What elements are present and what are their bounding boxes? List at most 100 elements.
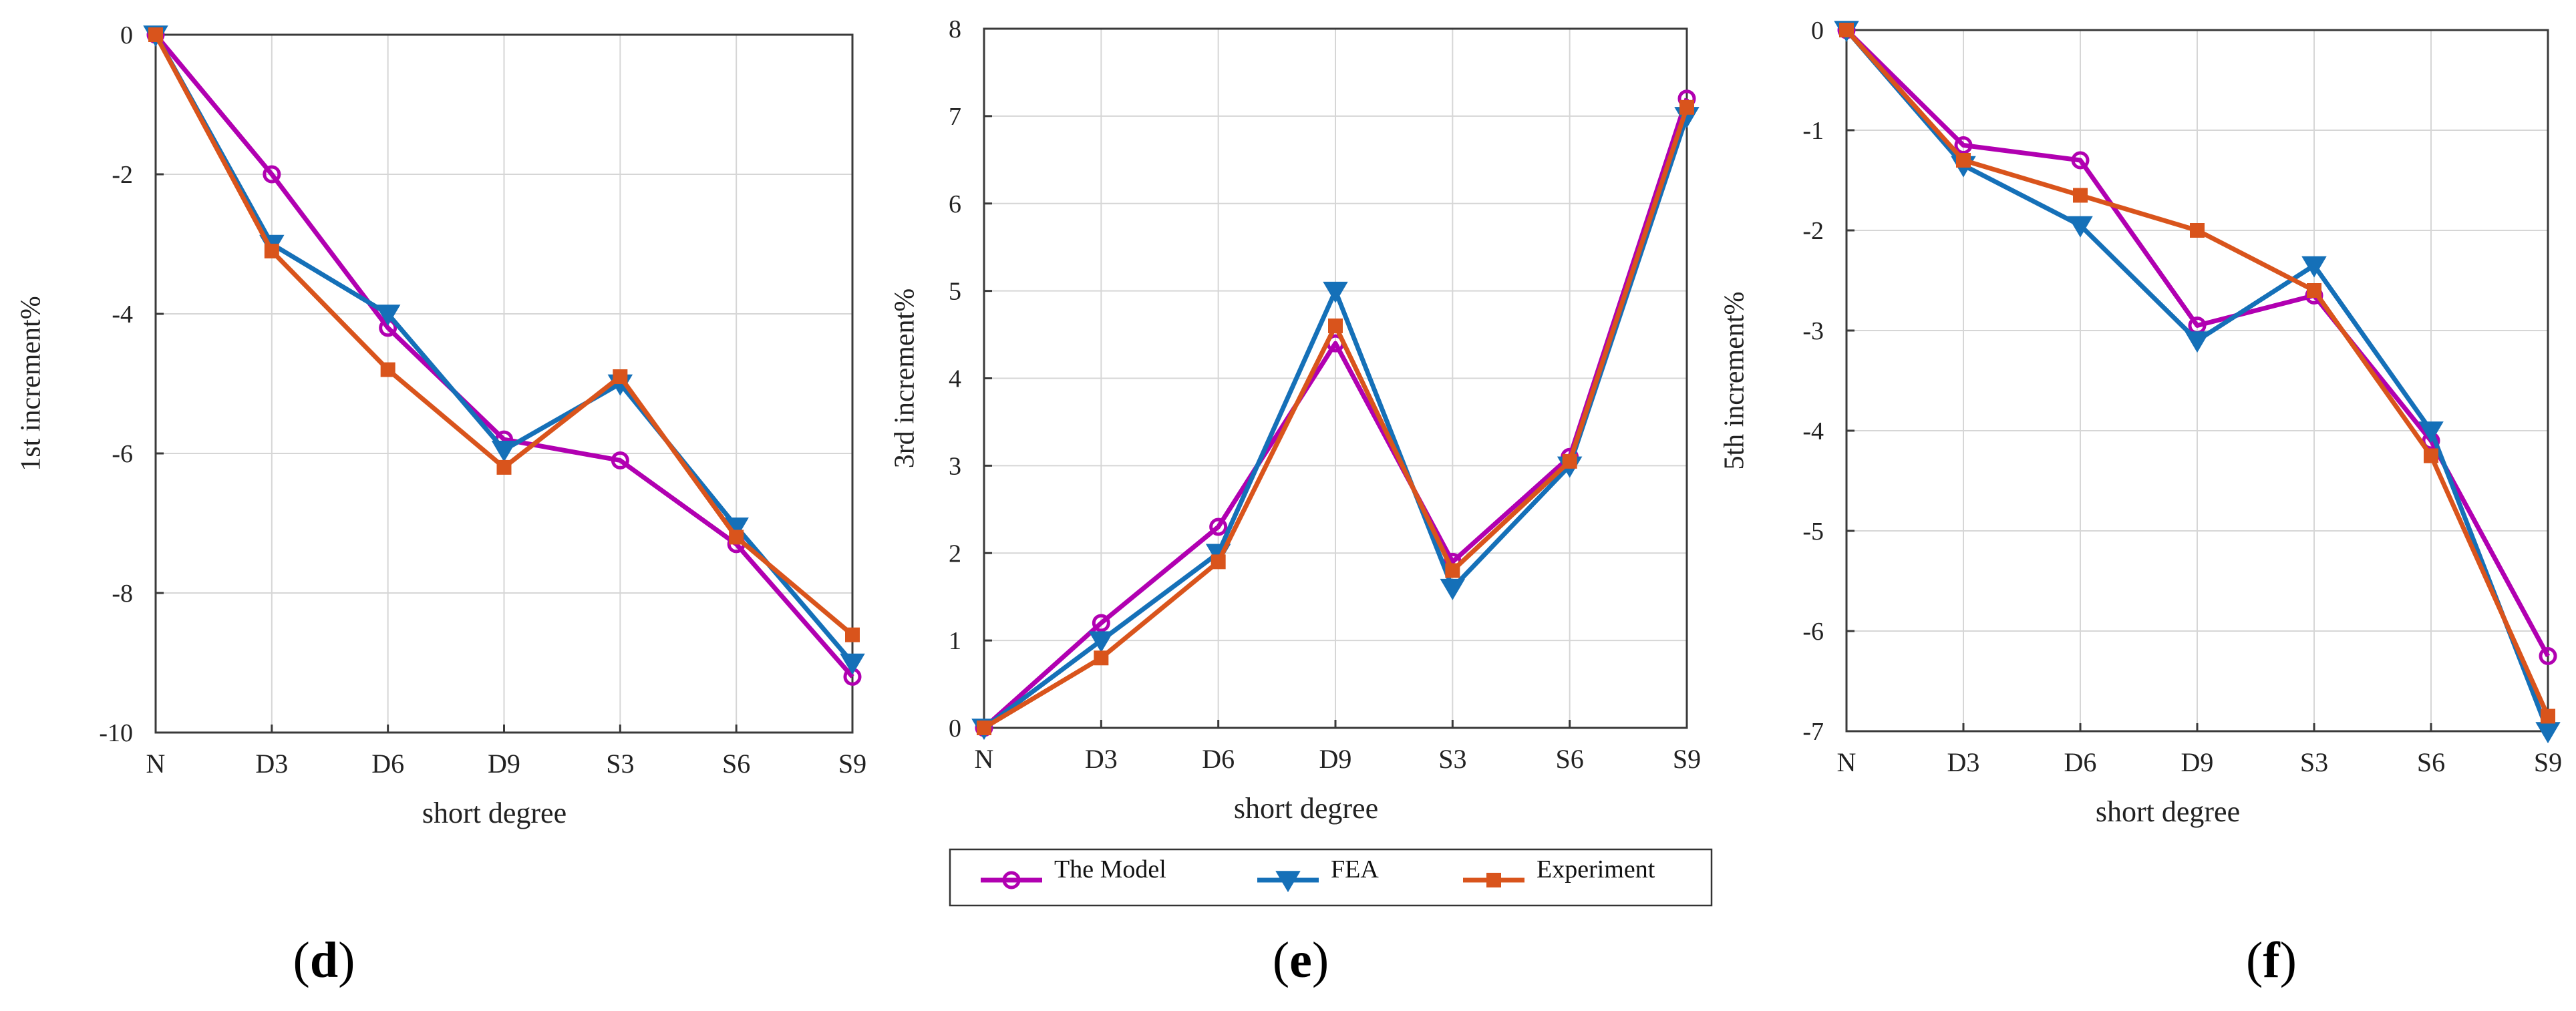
panel-label-letter: d: [310, 932, 338, 988]
y-tick-label: 3: [949, 452, 961, 480]
x-tick-label: S3: [606, 749, 634, 779]
data-point-marker: [1839, 23, 1854, 37]
x-tick-label: N: [1837, 747, 1857, 777]
x-tick-label: N: [975, 744, 994, 774]
data-point-marker: [2418, 421, 2444, 443]
y-tick-label: -6: [112, 440, 133, 468]
data-point-marker: [2307, 283, 2321, 298]
y-tick-label: -1: [1802, 117, 1824, 145]
data-point-marker: [2535, 722, 2561, 744]
data-point-marker: [1088, 631, 1114, 653]
x-tick-label: D3: [255, 749, 288, 779]
x-tick-label: S3: [2300, 747, 2328, 777]
data-point-marker: [1562, 453, 1577, 469]
x-tick-label: D6: [2064, 747, 2097, 777]
x-axis-label: short degree: [422, 797, 567, 829]
data-point-marker: [729, 530, 744, 545]
x-tick-label: D3: [1947, 747, 1980, 777]
y-tick-label: -5: [1802, 518, 1824, 546]
panel-label-letter: f: [2263, 932, 2281, 988]
data-point-marker: [977, 721, 991, 735]
chart-panel-e: 0 1 2 3 4 5 6 7 8 N D3 D6 D9 S3 S6 S9 short degree 3rd in…: [890, 15, 1701, 825]
data-point-marker: [1956, 153, 1971, 168]
y-tick-label: 1: [949, 627, 961, 655]
x-tick-label: S6: [722, 749, 750, 779]
data-point-marker: [1211, 554, 1226, 570]
data-point-marker: [2190, 223, 2205, 238]
data-point-marker: [1328, 318, 1343, 333]
data-point-marker: [496, 459, 512, 475]
y-tick-label: -10: [99, 719, 133, 747]
data-point-marker: [491, 441, 517, 462]
x-axis-label: short degree: [2096, 795, 2240, 828]
data-point-marker: [375, 305, 401, 327]
x-tick-label: D3: [1085, 744, 1118, 774]
x-tick-label: S9: [838, 749, 866, 779]
data-point-marker: [1323, 281, 1348, 303]
y-axis-label: 5th increment%: [1720, 291, 1750, 469]
data-point-marker: [2424, 448, 2438, 463]
panel-label-letter: e: [1289, 932, 1312, 988]
x-tick-label: D9: [2181, 747, 2214, 777]
y-tick-label: 0: [120, 21, 133, 49]
y-tick-label: 5: [949, 278, 961, 306]
chart-panel-f: 0 -1 -2 -3 -4 -5 -6 -7 N D3 D6 D9 S3 S6 S9 short degree…: [1720, 17, 2562, 828]
legend: The Model FEA Experiment: [949, 848, 1713, 907]
data-point-marker: [1092, 614, 1110, 632]
x-tick-label: S3: [1438, 744, 1466, 774]
y-tick-label: -6: [1802, 618, 1824, 646]
y-tick-label: 8: [949, 15, 961, 43]
x-tick-label: D9: [488, 749, 520, 779]
panel-label-close: ): [338, 932, 355, 988]
legend-label: FEA: [1331, 855, 1379, 883]
data-point-marker: [2068, 216, 2093, 238]
data-point-marker: [845, 627, 860, 642]
legend-swatch-marker: [1275, 871, 1301, 893]
data-point-marker: [611, 451, 629, 469]
y-tick-label: -2: [112, 161, 133, 189]
legend-entries: The Model FEA Experiment: [981, 855, 1655, 893]
x-tick-label: D9: [1319, 744, 1352, 774]
panel-label-close: ): [1312, 932, 1329, 988]
data-point-marker: [263, 165, 281, 184]
panel-label-open: (: [293, 932, 310, 988]
panel-label-d: (d): [293, 932, 355, 988]
data-point-marker: [148, 27, 163, 42]
panel-labels: (d) (e) (f): [293, 932, 2297, 988]
grid: [156, 35, 852, 733]
x-tick-label: S6: [1556, 744, 1584, 774]
data-point-marker: [2301, 256, 2327, 278]
x-tick-label: S9: [1673, 744, 1701, 774]
y-axis-label: 1st increment%: [16, 296, 47, 471]
legend-entry-fea: FEA: [1257, 855, 1379, 893]
data-point-marker: [1679, 99, 1694, 115]
series-experiment: [148, 27, 860, 642]
y-axis-label: 3rd increment%: [890, 288, 921, 468]
panel-label-f: (f): [2246, 932, 2297, 988]
data-point-marker: [264, 243, 279, 258]
y-tick-label: 6: [949, 190, 961, 218]
data-point-marker: [2541, 709, 2555, 724]
y-tick-label: 0: [949, 715, 961, 743]
data-point-marker: [1954, 136, 1973, 154]
legend-label: Experiment: [1537, 855, 1655, 883]
data-point-marker: [1209, 518, 1228, 536]
legend-swatch-marker: [1486, 873, 1501, 887]
y-tick-label: 7: [949, 103, 961, 131]
data-point-marker: [2071, 151, 2090, 170]
legend-entry-experiment: Experiment: [1463, 855, 1655, 887]
panel-label-open: (: [1273, 932, 1289, 988]
data-point-marker: [840, 653, 865, 675]
x-tick-label: S6: [2417, 747, 2445, 777]
panel-label-e: (e): [1273, 932, 1329, 988]
y-tick-label: -7: [1802, 718, 1824, 746]
y-tick-label: -3: [1802, 317, 1824, 345]
x-tick-label: D6: [371, 749, 404, 779]
x-axis-label: short degree: [1234, 792, 1378, 825]
x-tick-label: S9: [2534, 747, 2562, 777]
legend-entry-the-model: The Model: [981, 855, 1166, 889]
data-point-marker: [613, 369, 628, 385]
data-point-marker: [1445, 563, 1460, 578]
